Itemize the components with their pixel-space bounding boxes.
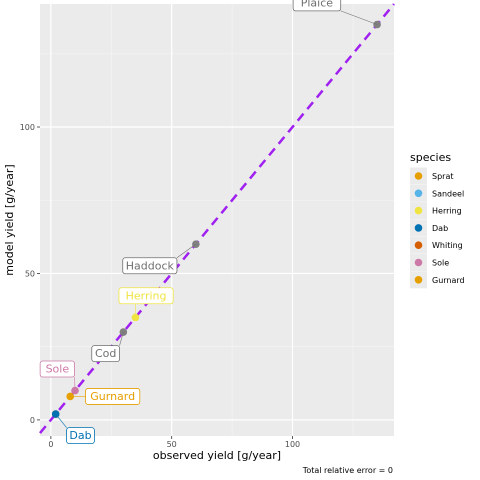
point-label-text: Cod [95,347,116,360]
x-tick-label: 100 [285,440,300,449]
point-label-dab: Dab [55,413,95,445]
legend-label: Gurnard [432,276,465,285]
legend-item-dab: Dab [410,219,448,237]
legend-item-sole: Sole [410,254,449,271]
point-gurnard [66,392,75,401]
label-connector [176,243,197,259]
point-label-herring: Herring [118,287,174,318]
legend-title: species [410,151,451,164]
point-label-haddock: Haddock [122,243,197,275]
legend-key-swatch [414,276,423,284]
label-connector [55,413,67,428]
point-label-plaice: Plaice [292,0,378,25]
legend-key-swatch [414,224,423,232]
y-axis-label: model yield [g/year] [3,164,16,275]
legend-label: Sole [432,259,449,268]
legend-key-swatch [414,258,423,267]
chart-caption: Total relative error = 0 [302,466,393,475]
point-label-box [39,360,75,378]
point-label-box [91,345,120,363]
point-label-text: Gurnard [90,390,135,403]
y-tick-label: 0 [30,416,35,425]
point-label-text: Sole [46,363,70,376]
y-tick-label: 50 [25,269,35,278]
legend-key-swatch [414,206,423,215]
legend-item-sprat: Sprat [410,167,453,185]
legend-key-swatch [414,241,423,249]
legend-key-swatch [414,172,423,180]
point-labels: Plaice Haddock Herring Cod Sole Gurnard Dab [39,0,378,445]
legend-label: Dab [432,224,448,233]
point-label-text: Plaice [301,0,334,9]
point-label-gurnard: Gurnard [70,388,141,405]
point-label-sole: Sole [39,360,76,391]
legend-label: Whiting [432,241,463,250]
point-label-box [118,287,174,305]
axes: 0 50 100 0 50 100 [20,123,300,449]
legend-item-herring: Herring [410,202,462,220]
label-connector [119,331,124,346]
point-label-cod: Cod [91,331,124,363]
x-tick-label: 50 [167,440,177,449]
legend-item-whiting: Whiting [410,236,463,254]
point-label-box [292,0,342,12]
legend-label: Herring [432,207,462,216]
legend: species Sprat Sandeel Herring Dab Whiting Sole… [410,151,465,289]
point-label-text: Dab [69,429,91,442]
point-label-text: Herring [126,289,167,302]
legend-key-swatch [414,189,423,198]
legend-item-sandeel: Sandeel [410,184,464,202]
point-label-box [122,257,178,275]
legend-label: Sprat [432,172,453,181]
point-plaice [373,20,381,29]
legend-item-gurnard: Gurnard [410,271,465,289]
label-connector [340,10,378,25]
x-tick-label: 0 [48,440,53,449]
y-tick-label: 100 [20,123,35,132]
label-connector [74,376,76,391]
x-axis-label: observed yield [g/year] [153,449,281,462]
point-label-text: Haddock [126,259,175,272]
point-label-box [85,388,141,405]
legend-label: Sandeel [432,189,464,198]
point-label-box [66,427,95,445]
